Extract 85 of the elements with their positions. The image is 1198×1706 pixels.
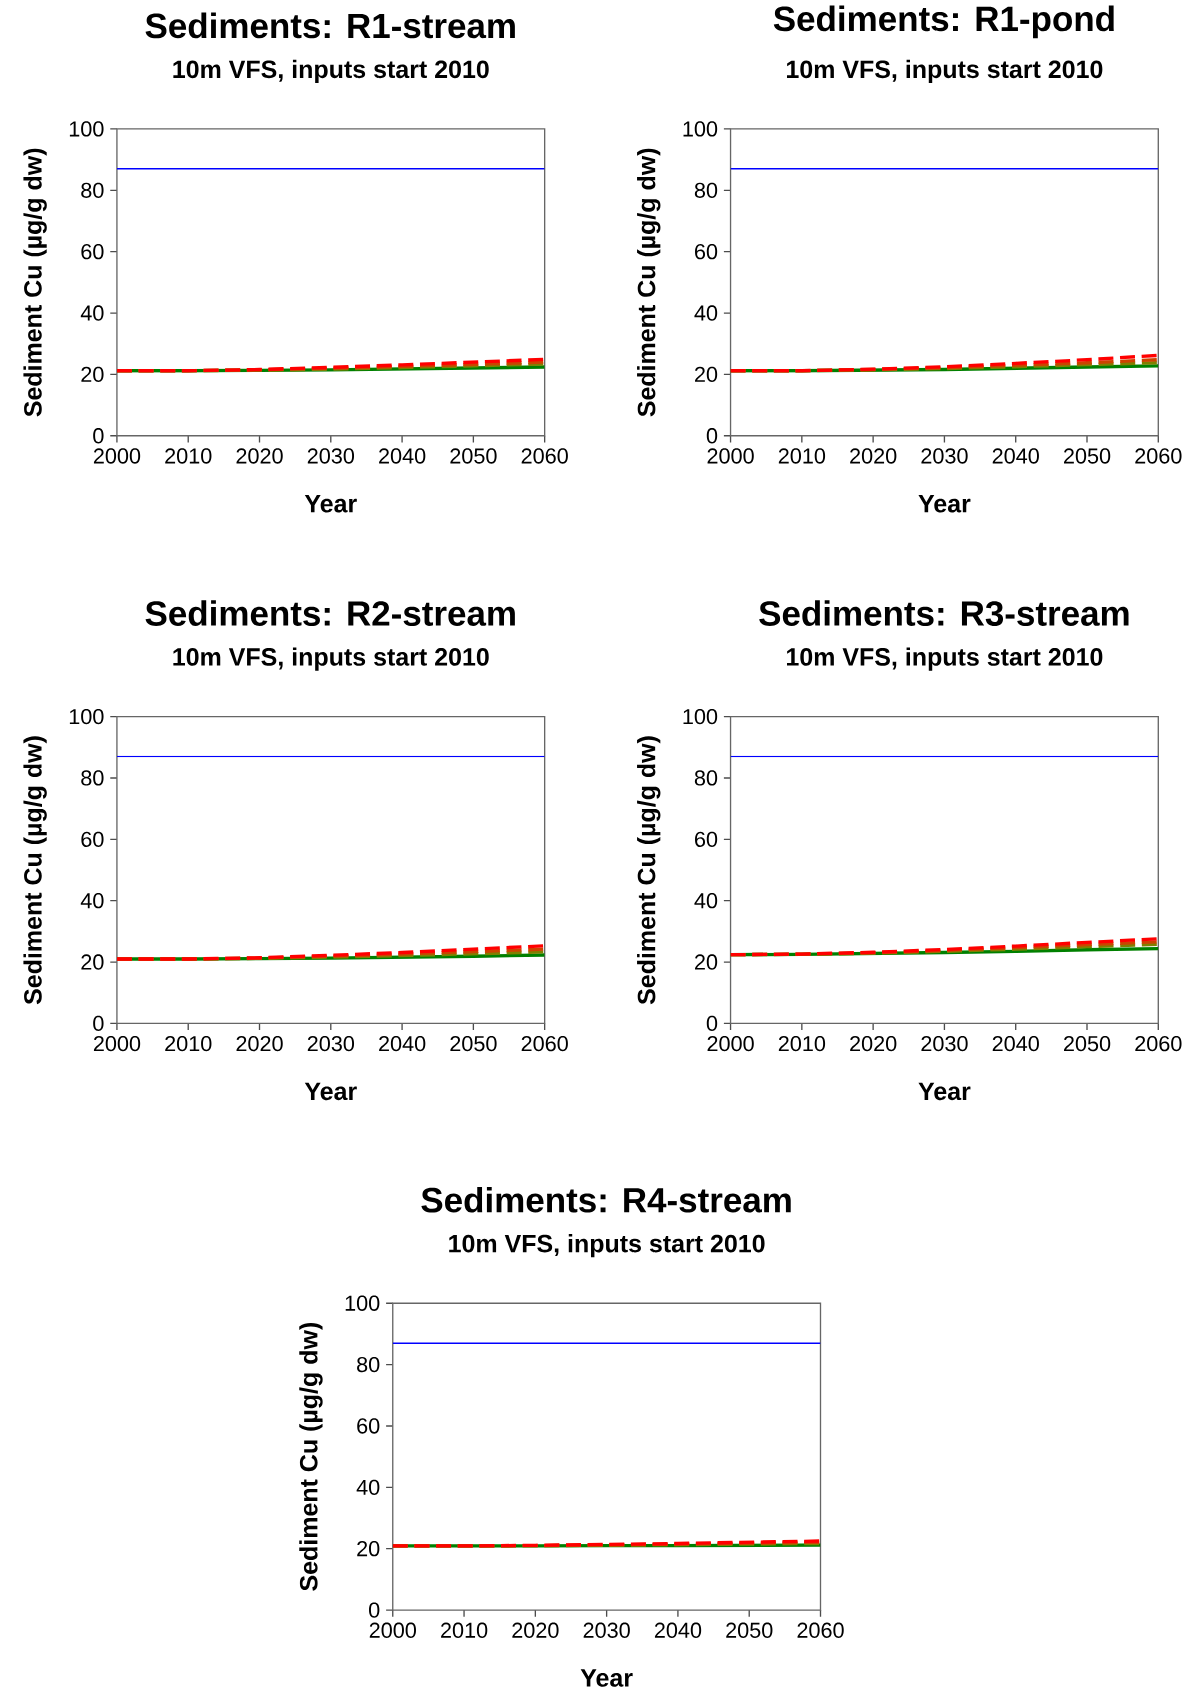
x-tick-label: 2020	[850, 448, 897, 464]
y-tick-label: 20	[81, 366, 104, 383]
x-tick-label: 2000	[93, 448, 141, 464]
chart-subtitle: 10m VFS, inputs start 2010	[449, 1234, 765, 1258]
chart-title: Sediments: R1-stream	[145, 12, 515, 39]
y-tick-label: 40	[80, 893, 104, 909]
y-tick-label: 20	[694, 954, 718, 970]
x-tick-label: 2050	[450, 1035, 497, 1052]
x-axis-title: Year	[918, 1082, 971, 1101]
x-tick-label: 2050	[1063, 1035, 1111, 1052]
x-tick-label: 2010	[165, 1035, 212, 1052]
y-tick-label: 100	[69, 121, 104, 137]
x-tick-label: 2000	[707, 448, 754, 464]
y-tick-label: 20	[694, 366, 718, 383]
x-tick-label: 2020	[512, 1622, 559, 1638]
y-tick-label: 60	[81, 244, 104, 260]
x-tick-label: 2040	[378, 448, 426, 464]
x-tick-label: 2000	[707, 1035, 754, 1052]
chart-subtitle: 10m VFS, inputs start 2010	[173, 647, 489, 671]
y-tick-label: 0	[93, 1015, 104, 1032]
x-tick-label: 2010	[165, 448, 212, 464]
chart-title: Sediments: R1-pond	[773, 5, 1114, 39]
x-axis-title: Year	[580, 1669, 633, 1687]
x-tick-label: 2020	[850, 1035, 897, 1052]
chart-title: Sediments: R2-stream	[145, 600, 515, 626]
x-tick-label: 2020	[236, 448, 283, 464]
y-axis-title: Sediment Cu (µg/g dw)	[636, 736, 661, 1005]
y-tick-label: 40	[694, 305, 718, 321]
y-axis-title: Sediment Cu (µg/g dw)	[23, 736, 47, 1005]
x-tick-label: 2060	[1135, 448, 1182, 464]
x-tick-label: 2030	[583, 1622, 630, 1638]
y-tick-label: 0	[368, 1602, 380, 1618]
chart-subtitle: 10m VFS, inputs start 2010	[786, 59, 1103, 84]
y-axis-title: Sediment Cu (µg/g dw)	[636, 148, 661, 417]
y-tick-label: 80	[81, 182, 104, 198]
y-tick-label: 20	[81, 954, 104, 970]
x-tick-label: 2020	[236, 1035, 283, 1052]
x-tick-label: 2010	[440, 1622, 488, 1638]
y-tick-label: 40	[694, 893, 718, 909]
x-tick-label: 2000	[93, 1035, 141, 1052]
y-tick-label: 20	[357, 1541, 380, 1557]
x-tick-label: 2040	[992, 1035, 1039, 1052]
x-tick-label: 2030	[921, 448, 968, 464]
chart-subtitle: 10m VFS, inputs start 2010	[173, 59, 489, 84]
y-tick-label: 80	[356, 1356, 380, 1373]
y-tick-label: 0	[706, 428, 718, 444]
x-tick-label: 2040	[654, 1622, 702, 1638]
x-tick-label: 2060	[1135, 1035, 1182, 1052]
y-tick-label: 80	[694, 182, 718, 198]
x-tick-label: 2030	[307, 448, 354, 464]
x-tick-label: 2050	[450, 448, 497, 464]
y-tick-label: 80	[81, 770, 104, 786]
x-tick-label: 2030	[921, 1035, 968, 1052]
x-tick-label: 2050	[1063, 448, 1111, 464]
x-tick-label: 2030	[307, 1035, 354, 1052]
y-tick-label: 80	[694, 770, 718, 786]
y-tick-label: 40	[80, 305, 104, 321]
chart-title: Sediments: R3-stream	[759, 600, 1129, 626]
x-tick-label: 2000	[369, 1622, 416, 1638]
y-tick-label: 60	[694, 831, 718, 847]
y-tick-label: 100	[345, 1295, 380, 1311]
y-tick-label: 0	[93, 428, 104, 444]
x-axis-title: Year	[304, 495, 357, 513]
y-axis-title: Sediment Cu (µg/g dw)	[23, 148, 47, 417]
x-axis-title: Year	[304, 1082, 357, 1101]
y-tick-label: 0	[706, 1015, 718, 1032]
x-tick-label: 2010	[778, 448, 825, 464]
x-tick-label: 2060	[521, 448, 568, 464]
y-tick-label: 100	[683, 121, 718, 137]
y-tick-label: 60	[357, 1418, 380, 1434]
y-axis-title: Sediment Cu (µg/g dw)	[299, 1322, 323, 1591]
x-tick-label: 2010	[778, 1035, 825, 1052]
y-tick-label: 60	[81, 831, 104, 847]
x-tick-label: 2050	[726, 1622, 773, 1638]
x-tick-label: 2060	[521, 1035, 568, 1052]
chart-title: Sediments: R4-stream	[421, 1186, 791, 1213]
x-axis-title: Year	[918, 495, 971, 513]
y-tick-label: 100	[69, 708, 104, 725]
x-tick-label: 2040	[378, 1035, 426, 1052]
x-tick-label: 2060	[797, 1622, 844, 1638]
y-tick-label: 60	[694, 244, 718, 260]
y-tick-label: 100	[683, 708, 718, 725]
y-tick-label: 40	[356, 1479, 380, 1495]
chart-subtitle: 10m VFS, inputs start 2010	[786, 647, 1103, 671]
x-tick-label: 2040	[992, 448, 1039, 464]
